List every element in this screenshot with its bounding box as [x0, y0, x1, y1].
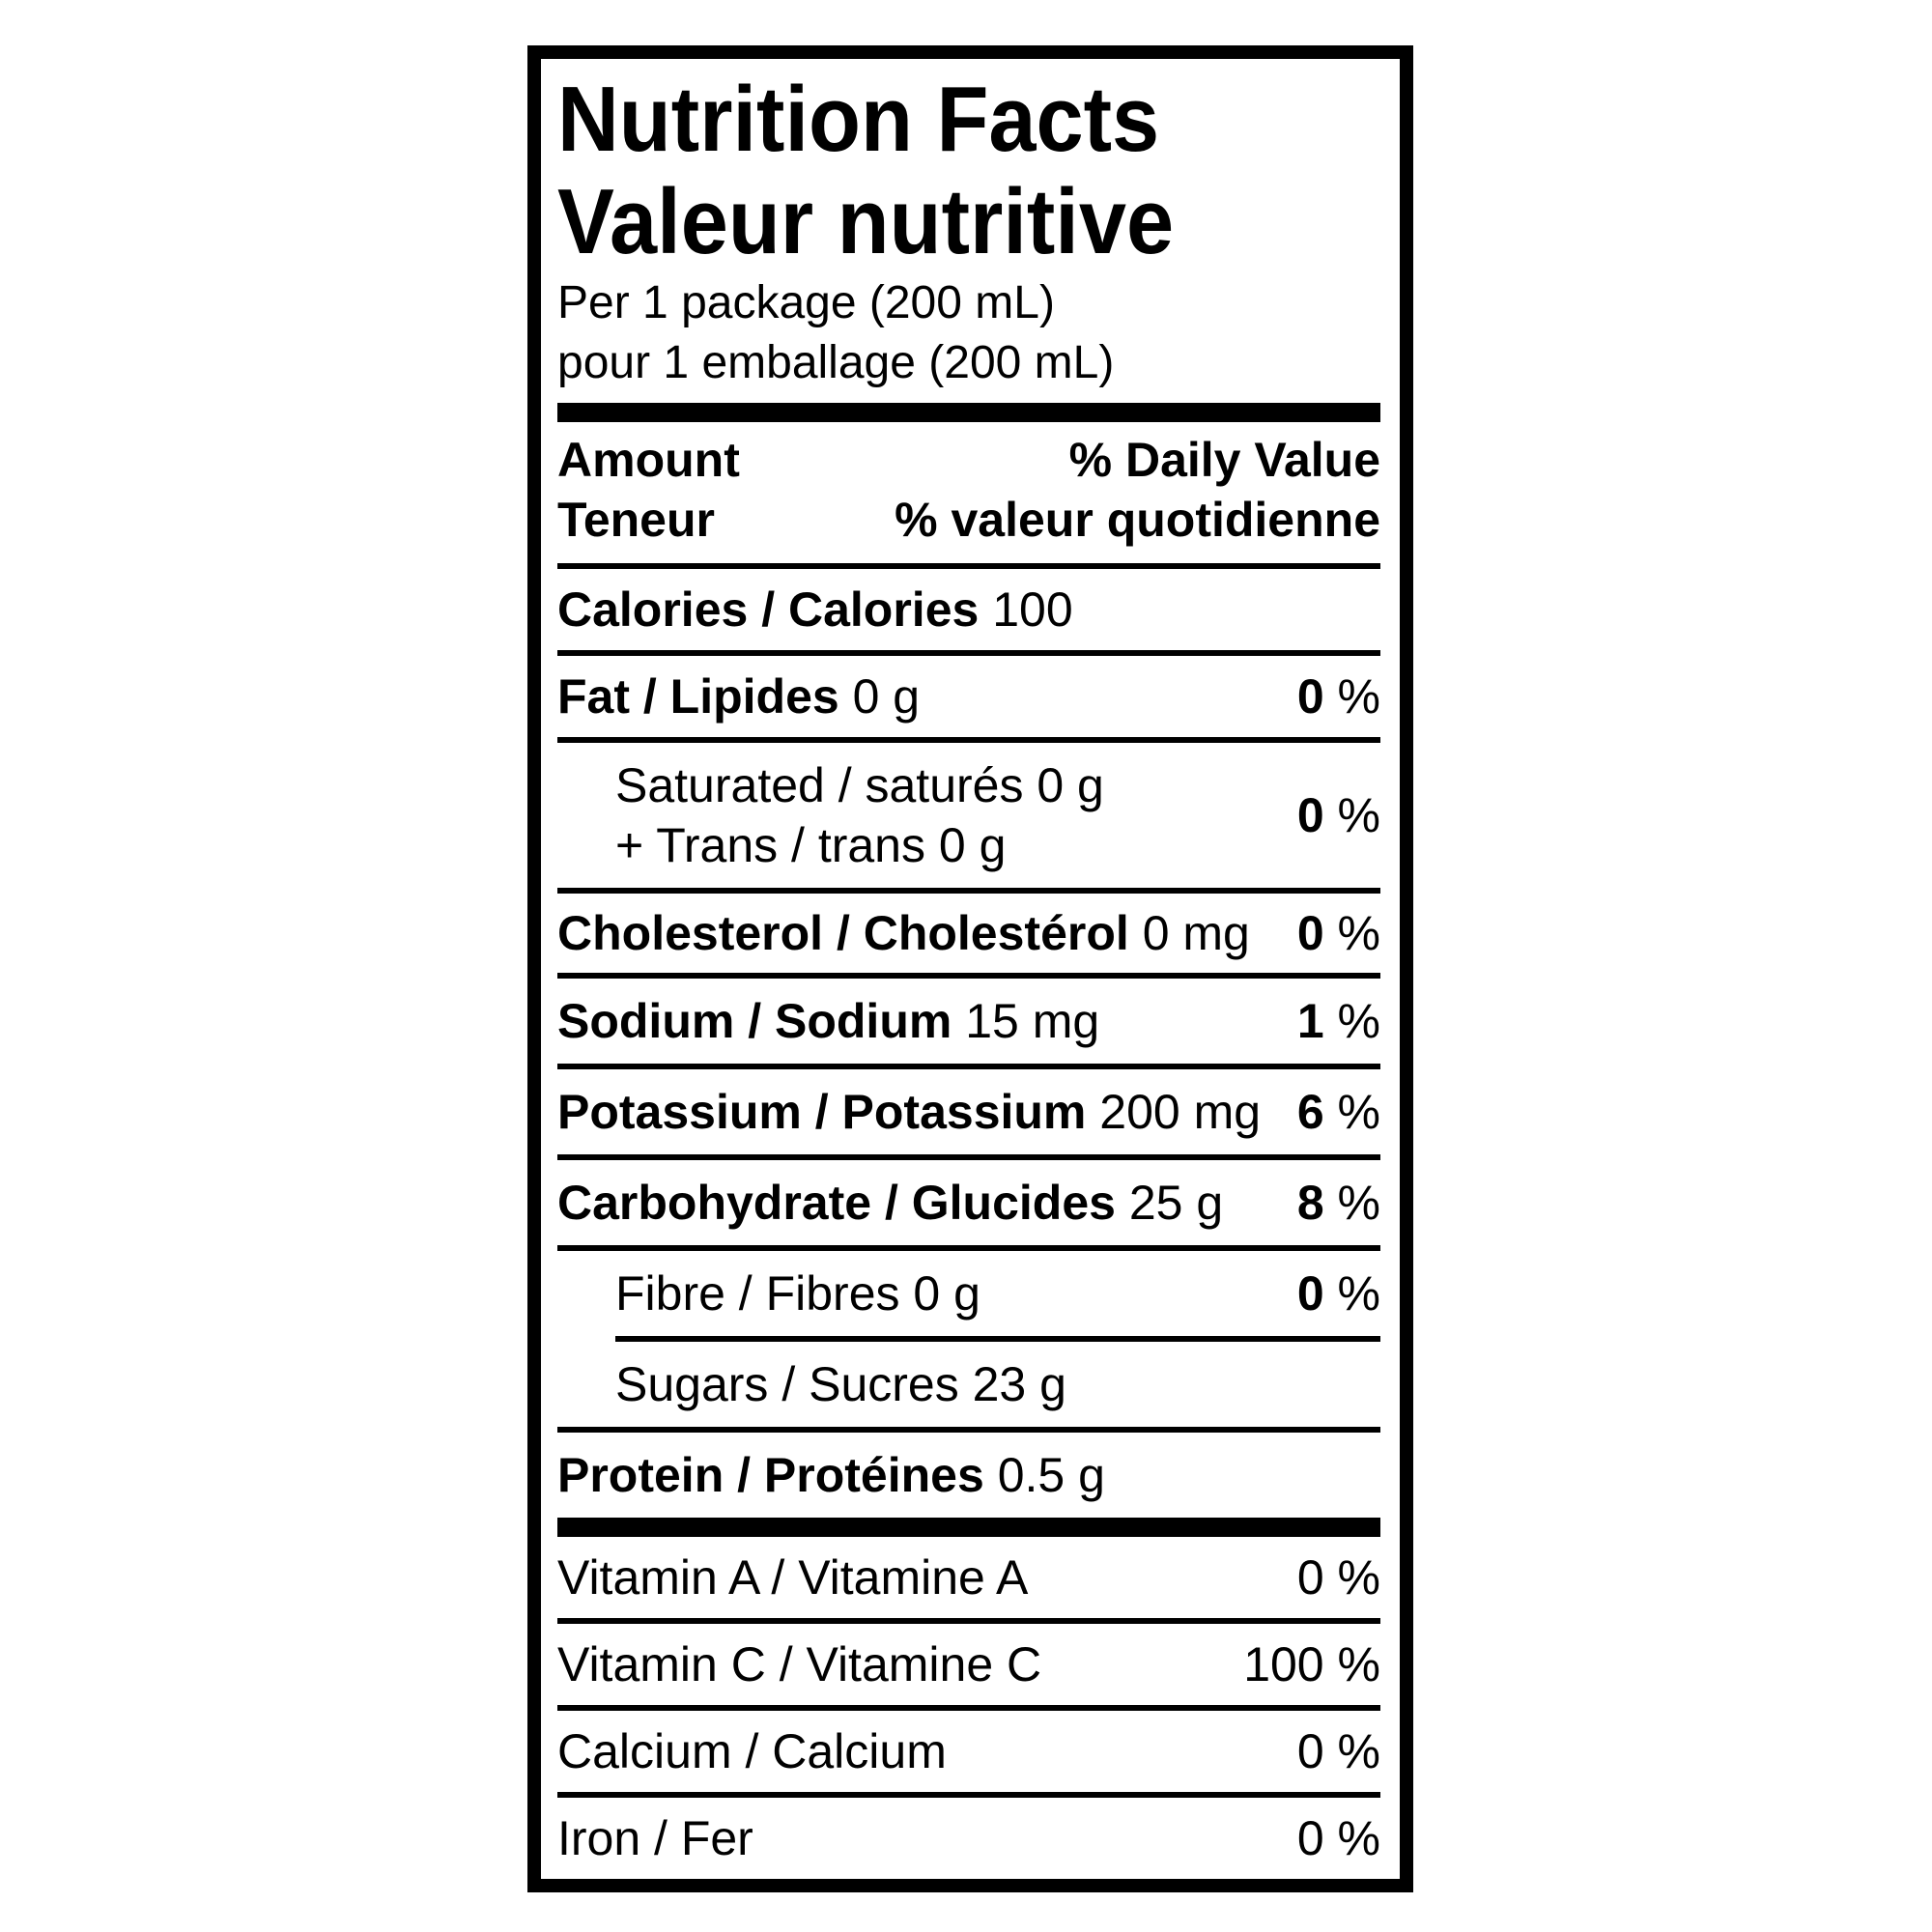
row-fibre-amount: 0 g: [913, 1266, 980, 1321]
header-daily-value-fr: % valeur quotidienne: [895, 493, 1380, 547]
separator-rule: [557, 1618, 1380, 1624]
row-vitamin-a-name: Vitamin A / Vitamine A: [557, 1550, 1029, 1605]
row-potassium-dv: 6 %: [1296, 1085, 1380, 1139]
row-carbohydrate-amount: 25 g: [1128, 1176, 1224, 1230]
separator-rule: [557, 1245, 1380, 1251]
row-sugars: Sugars / Sucres 23 g: [557, 1342, 1380, 1427]
row-vitamin-a: Vitamin A / Vitamine A 0 %: [557, 1537, 1380, 1618]
percent-sign: %: [1337, 669, 1380, 724]
separator-rule: [557, 1064, 1380, 1069]
row-calories-amount: 100: [992, 582, 1073, 637]
separator-rule: [557, 1792, 1380, 1798]
row-cholesterol-dv: 0 %: [1296, 906, 1380, 960]
thick-separator-bar-bottom: [557, 1518, 1380, 1537]
percent-sign: %: [1337, 1085, 1380, 1139]
row-vitamin-c-dv: 100 %: [1243, 1637, 1380, 1691]
label-title-fr: Valeur nutritive: [557, 170, 1175, 273]
row-fibre-dv: 0 %: [1296, 1266, 1380, 1321]
percent-sign: %: [1337, 1550, 1380, 1605]
row-sugars-amount: 23 g: [972, 1357, 1066, 1411]
thick-separator-bar-top: [557, 403, 1380, 422]
row-cholesterol-amount: 0 mg: [1142, 906, 1250, 960]
separator-rule: [557, 1427, 1380, 1433]
row-calcium-dv: 0 %: [1296, 1724, 1380, 1778]
row-protein-amount: 0.5 g: [997, 1448, 1105, 1502]
row-sodium: Sodium / Sodium 15 mg 1 %: [557, 979, 1380, 1064]
percent-sign: %: [1337, 1637, 1380, 1691]
row-fat-name: Fat / Lipides: [557, 669, 839, 724]
label-title-en: Nutrition Facts: [557, 68, 1160, 171]
separator-rule: [557, 1705, 1380, 1711]
row-carbohydrate: Carbohydrate / Glucides 25 g 8 %: [557, 1160, 1380, 1245]
column-header-line-en: Amount % Daily Value: [557, 430, 1380, 490]
separator-rule: [557, 650, 1380, 656]
row-carbohydrate-name: Carbohydrate / Glucides: [557, 1176, 1116, 1230]
row-saturated-trans: Saturated / saturés 0 g + Trans / trans …: [557, 743, 1380, 888]
separator-rule: [557, 563, 1380, 569]
header-amount-fr: Teneur: [557, 493, 715, 547]
row-potassium: Potassium / Potassium 200 mg 6 %: [557, 1069, 1380, 1154]
separator-rule: [557, 888, 1380, 894]
row-calcium: Calcium / Calcium 0 %: [557, 1711, 1380, 1792]
row-fibre-name: Fibre / Fibres: [615, 1266, 900, 1321]
column-header: Amount % Daily Value Teneur % valeur quo…: [557, 430, 1380, 550]
percent-sign: %: [1337, 1176, 1380, 1230]
nutrition-facts-label: Nutrition Facts Valeur nutritive Per 1 p…: [527, 45, 1413, 1892]
row-saturated-dv: 0 %: [1296, 788, 1380, 842]
column-header-line-fr: Teneur % valeur quotidienne: [557, 490, 1380, 550]
row-calories-name: Calories / Calories: [557, 582, 980, 637]
row-iron-dv: 0 %: [1296, 1811, 1380, 1865]
row-sugars-name: Sugars / Sucres: [615, 1357, 959, 1411]
percent-sign: %: [1337, 1266, 1380, 1321]
row-protein: Protein / Protéines 0.5 g: [557, 1433, 1380, 1518]
row-sodium-name: Sodium / Sodium: [557, 994, 952, 1048]
row-fat: Fat / Lipides 0 g 0 %: [557, 656, 1380, 737]
row-fat-amount: 0 g: [852, 669, 921, 724]
row-fibre: Fibre / Fibres 0 g 0 %: [557, 1251, 1380, 1336]
row-potassium-name: Potassium / Potassium: [557, 1085, 1087, 1139]
row-protein-name: Protein / Protéines: [557, 1448, 984, 1502]
separator-rule: [557, 973, 1380, 979]
percent-sign: %: [1337, 1724, 1380, 1778]
percent-sign: %: [1337, 906, 1380, 960]
percent-sign: %: [1337, 994, 1380, 1048]
row-sodium-dv: 1 %: [1296, 994, 1380, 1048]
row-iron-name: Iron / Fer: [557, 1811, 753, 1865]
percent-sign: %: [1337, 788, 1380, 842]
row-saturated-line1: Saturated / saturés 0 g: [615, 758, 1104, 812]
row-vitamin-a-dv: 0 %: [1296, 1550, 1380, 1605]
row-carbohydrate-dv: 8 %: [1296, 1176, 1380, 1230]
percent-sign: %: [1337, 1811, 1380, 1865]
serving-size-en: Per 1 package (200 mL): [557, 277, 1055, 328]
header-daily-value-en: % Daily Value: [1068, 433, 1380, 487]
row-fat-dv: 0 %: [1296, 669, 1380, 724]
row-sodium-amount: 15 mg: [965, 994, 1100, 1048]
row-calories: Calories / Calories 100: [557, 569, 1380, 650]
separator-rule: [557, 1154, 1380, 1160]
serving-size-fr: pour 1 emballage (200 mL): [557, 337, 1115, 388]
row-calcium-name: Calcium / Calcium: [557, 1724, 947, 1778]
row-iron: Iron / Fer 0 %: [557, 1798, 1380, 1879]
row-potassium-amount: 200 mg: [1099, 1085, 1262, 1139]
separator-rule-indented: [615, 1336, 1380, 1342]
row-vitamin-c: Vitamin C / Vitamine C 100 %: [557, 1624, 1380, 1705]
separator-rule: [557, 737, 1380, 743]
row-cholesterol: Cholesterol / Cholestérol 0 mg 0 %: [557, 894, 1380, 973]
row-cholesterol-name: Cholesterol / Cholestérol: [557, 906, 1129, 960]
row-vitamin-c-name: Vitamin C / Vitamine C: [557, 1637, 1042, 1691]
row-saturated-line2: + Trans / trans 0 g: [615, 818, 1007, 872]
header-amount-en: Amount: [557, 433, 740, 487]
